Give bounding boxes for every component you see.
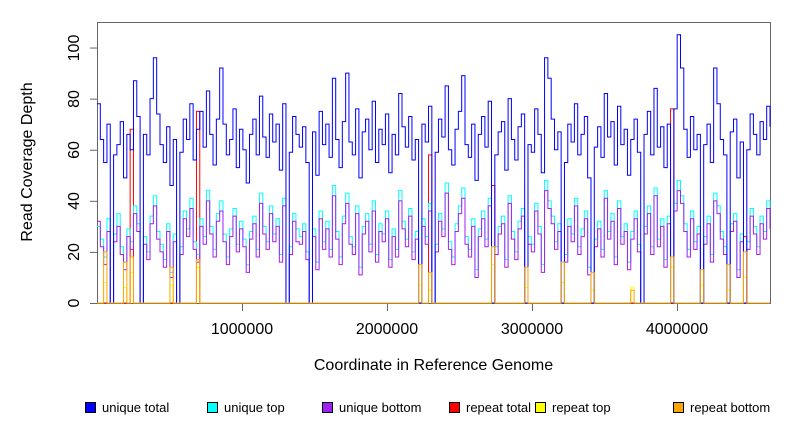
- y-tick-label: 0: [66, 298, 83, 308]
- legend-item-unique-top: unique top: [207, 399, 285, 415]
- series-unique-top: [97, 179, 771, 304]
- x-tick-label: 1000000: [210, 321, 274, 338]
- series-unique-total: [97, 34, 771, 304]
- series-repeat-top: [97, 264, 770, 304]
- axis-ticks: [90, 47, 678, 311]
- legend-label: unique top: [224, 399, 285, 415]
- legend-label: unique total: [102, 399, 170, 415]
- legend-label: repeat top: [552, 399, 611, 415]
- x-tick-label: 4000000: [645, 321, 709, 338]
- legend-swatch-icon: [85, 401, 96, 413]
- y-tick-label: 40: [66, 191, 83, 210]
- legend-label: repeat total: [466, 399, 532, 415]
- series-repeat-bottom: [97, 246, 770, 304]
- y-tick-label: 20: [66, 243, 83, 261]
- legend-item-unique-bottom: unique bottom: [322, 399, 421, 415]
- series-repeat-total: [97, 108, 770, 304]
- x-tick-label: 3000000: [500, 321, 564, 338]
- y-tick-label: 80: [66, 89, 83, 108]
- x-axis-title: Coordinate in Reference Genome: [313, 357, 554, 374]
- legend-swatch-icon: [535, 401, 546, 413]
- series-unique-bottom: [97, 190, 771, 304]
- y-axis-title: Read Coverage Depth: [19, 82, 36, 242]
- y-tick-label: 100: [66, 34, 83, 61]
- legend-label: repeat bottom: [690, 399, 771, 415]
- legend-item-repeat-top: repeat top: [535, 399, 611, 415]
- legend-item-repeat-bottom: repeat bottom: [673, 399, 770, 415]
- plot-box: [97, 22, 771, 304]
- legend-swatch-icon: [449, 401, 460, 413]
- legend-item-repeat-total: repeat total: [449, 399, 531, 415]
- legend-swatch-icon: [673, 401, 684, 413]
- legend-swatch-icon: [207, 401, 218, 413]
- y-tick-label: 60: [66, 140, 83, 159]
- x-tick-label: 2000000: [355, 321, 419, 338]
- legend-swatch-icon: [322, 401, 333, 413]
- legend-item-unique-total: unique total: [85, 399, 169, 415]
- legend-label: unique bottom: [339, 399, 422, 415]
